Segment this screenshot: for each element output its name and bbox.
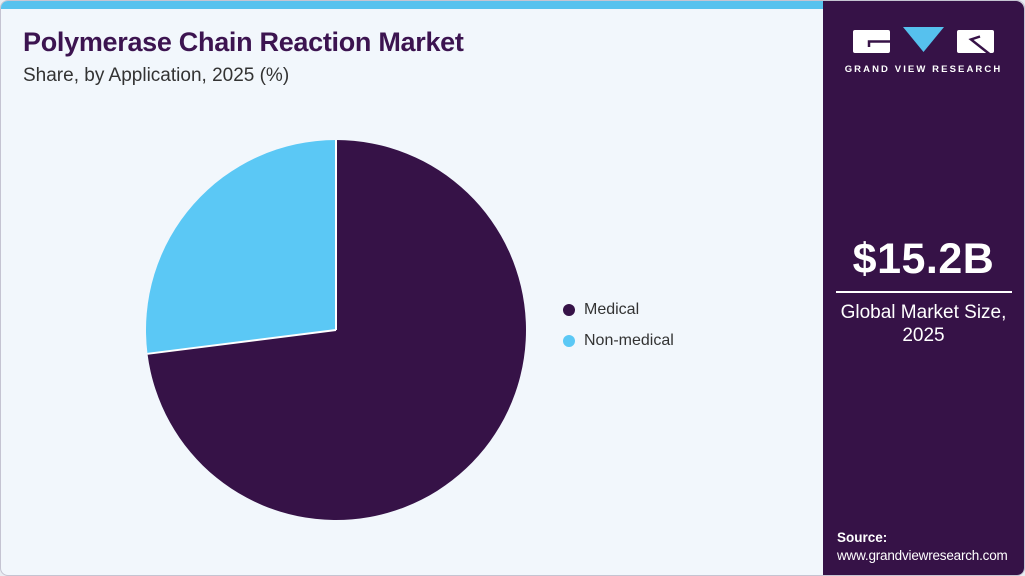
logo-r-glyph: [968, 35, 993, 57]
header: Polymerase Chain Reaction Market Share, …: [23, 27, 464, 87]
source-label: Source:: [837, 530, 888, 545]
market-size-value: $15.2B: [852, 235, 995, 283]
pie-slice-separator: [147, 329, 337, 355]
pie-chart-svg: [146, 140, 526, 520]
page-subtitle: Share, by Application, 2025 (%): [23, 65, 290, 86]
sidebar: GRAND VIEW RESEARCH $15.2B Global Market…: [823, 1, 1024, 575]
legend-swatch-medical: [563, 304, 575, 316]
page-title: Polymerase Chain Reaction Market: [23, 27, 464, 57]
legend-swatch-non-medical: [563, 335, 575, 347]
legend-item-non-medical: Non-medical: [563, 332, 674, 350]
market-size-panel: $15.2B Global Market Size, 2025: [823, 235, 1024, 347]
legend-label-non-medical: Non-medical: [584, 332, 674, 349]
source-block: Source: www.grandviewresearch.com: [837, 530, 1008, 563]
gvr-logo-wordmark: GRAND VIEW RESEARCH: [844, 64, 1003, 75]
logo-g-glyph: [867, 40, 890, 47]
chart-legend: Medical Non-medical: [563, 301, 674, 363]
source-url: www.grandviewresearch.com: [837, 548, 1008, 563]
market-size-label-line2: 2025: [902, 325, 945, 347]
market-size-divider: [835, 291, 1012, 293]
pie-chart: [141, 135, 531, 525]
top-accent-strip: [1, 1, 825, 9]
legend-label-medical: Medical: [584, 301, 640, 318]
market-size-label: Global Market Size, 2025: [835, 301, 1012, 347]
legend-item-medical: Medical: [563, 301, 674, 319]
gvr-logo: GRAND VIEW RESEARCH: [823, 27, 1024, 75]
gvr-logo-icon: [853, 27, 994, 57]
pie-slice-non-medical: [146, 140, 336, 354]
logo-v-triangle-icon: [903, 27, 944, 52]
market-size-label-line1: Global Market Size,: [840, 302, 1007, 323]
